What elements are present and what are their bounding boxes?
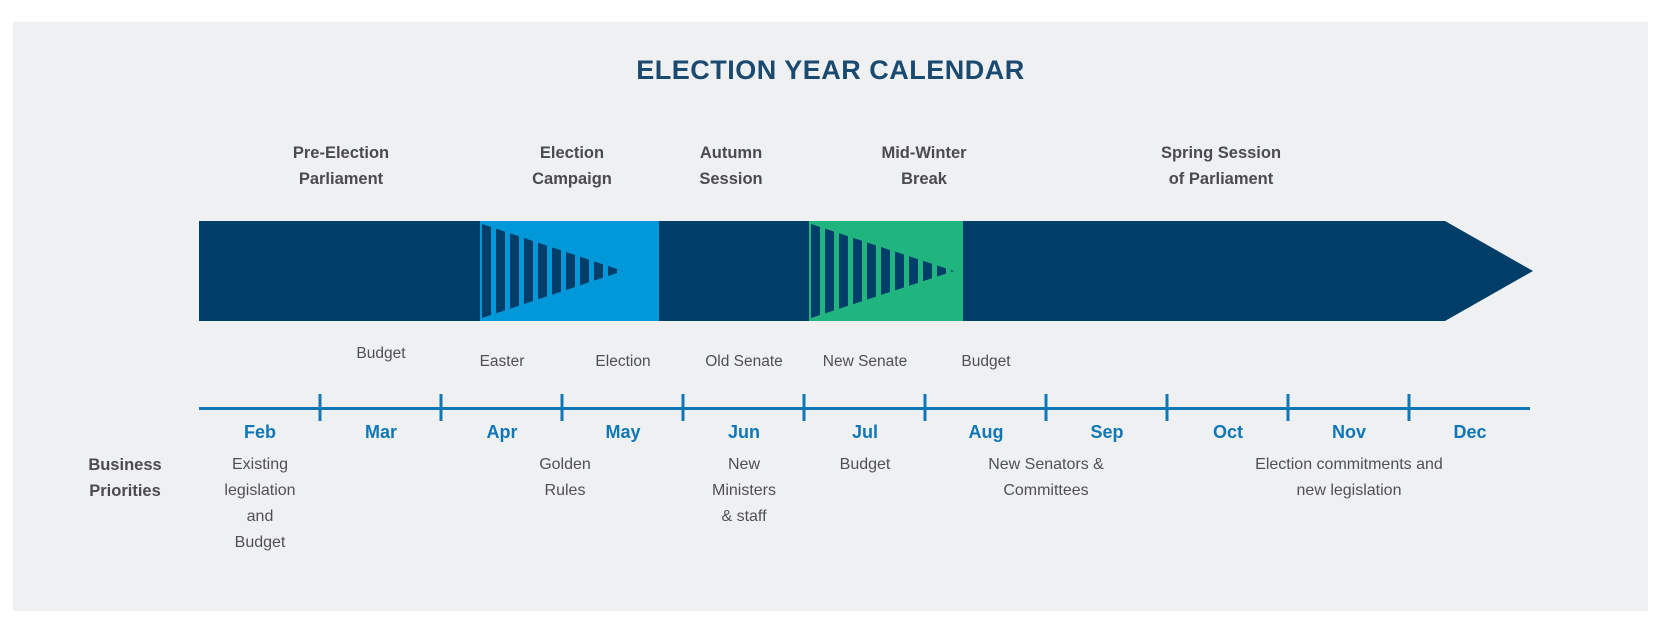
event-budget-mar: Budget	[356, 345, 406, 362]
month-sep: Sep	[1090, 422, 1124, 442]
axis-tick	[1407, 394, 1411, 421]
priority-golden-rules: Golden Rules	[539, 456, 591, 499]
month-feb: Feb	[243, 422, 277, 442]
priority-existing-legislation: Existing legislation and Budget	[224, 456, 296, 551]
month-jul: Jul	[851, 422, 879, 442]
phase-mid-winter-break: Mid-Winter Break	[881, 144, 967, 188]
axis-tick	[318, 394, 322, 421]
axis-tick	[1044, 394, 1048, 421]
phase-spring-session: Spring Session of Parliament	[1160, 144, 1282, 188]
month-dec: Dec	[1453, 422, 1487, 442]
business-priorities-label: Business Priorities	[88, 456, 162, 500]
month-apr: Apr	[486, 422, 518, 442]
priority-new-senators: New Senators & Committees	[988, 456, 1104, 499]
priority-budget: Budget	[839, 456, 891, 473]
timeline-arrowhead-icon	[1445, 221, 1533, 321]
page-title: ELECTION YEAR CALENDAR	[636, 55, 1025, 85]
axis-tick	[1165, 394, 1169, 421]
priority-election-commitments: Election commitments and new legislation	[1255, 456, 1443, 499]
month-jun: Jun	[727, 422, 761, 442]
striped-triangle-icon	[482, 224, 623, 318]
axis-tick	[1286, 394, 1290, 421]
month-oct: Oct	[1212, 422, 1244, 442]
axis-tick	[681, 394, 685, 421]
axis-tick	[802, 394, 806, 421]
striped-triangle-icon	[811, 224, 954, 318]
priority-new-ministers: New Ministers & staff	[711, 456, 777, 525]
axis-tick	[560, 394, 564, 421]
event-budget-aug: Budget	[961, 353, 1011, 370]
axis-tick	[439, 394, 443, 421]
segment-election-campaign	[480, 221, 659, 321]
axis-tick	[923, 394, 927, 421]
event-new-senate: New Senate	[822, 353, 908, 370]
phase-autumn-session: Autumn Session	[699, 144, 763, 188]
event-easter: Easter	[479, 353, 525, 370]
month-may: May	[605, 422, 641, 442]
month-aug: Aug	[968, 422, 1004, 442]
month-nov: Nov	[1331, 422, 1367, 442]
phase-election-campaign: Election Campaign	[532, 144, 612, 188]
event-election: Election	[595, 353, 651, 370]
segment-mid-winter-break	[809, 221, 963, 321]
month-axis	[199, 407, 1530, 410]
event-old-senate: Old Senate	[705, 353, 783, 370]
phase-pre-election-parliament: Pre-Election Parliament	[292, 144, 390, 188]
month-mar: Mar	[364, 422, 398, 442]
